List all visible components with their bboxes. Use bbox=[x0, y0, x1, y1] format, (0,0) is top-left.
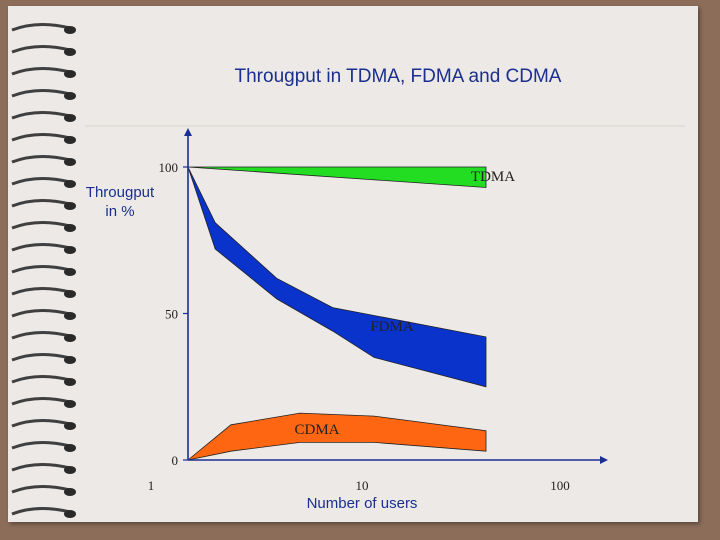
x-tick-label: 10 bbox=[356, 478, 369, 493]
binding-ring bbox=[11, 177, 71, 186]
binding-hole bbox=[64, 312, 76, 320]
binding-ring bbox=[11, 309, 71, 318]
binding-ring bbox=[11, 353, 71, 362]
binding-hole bbox=[64, 48, 76, 56]
binding-ring bbox=[11, 111, 71, 120]
y-axis-arrow-icon bbox=[184, 128, 192, 136]
x-tick-label: 100 bbox=[550, 478, 570, 493]
binding-hole bbox=[64, 268, 76, 276]
series-band-cdma bbox=[187, 412, 487, 461]
series-band-fdma bbox=[187, 166, 487, 388]
binding-hole bbox=[64, 444, 76, 452]
binding-ring bbox=[11, 287, 71, 296]
y-tick-label: 50 bbox=[165, 307, 178, 322]
binding-hole bbox=[64, 422, 76, 430]
binding-ring bbox=[11, 133, 71, 142]
binding-hole bbox=[64, 26, 76, 34]
binding-hole bbox=[64, 70, 76, 78]
binding-ring bbox=[11, 23, 71, 32]
binding-ring bbox=[11, 45, 71, 54]
binding-ring bbox=[11, 243, 71, 252]
binding-hole bbox=[64, 488, 76, 496]
spiral-binding-icon bbox=[11, 23, 76, 518]
binding-ring bbox=[11, 419, 71, 428]
binding-hole bbox=[64, 466, 76, 474]
binding-hole bbox=[64, 180, 76, 188]
binding-ring bbox=[11, 507, 71, 516]
binding-ring bbox=[11, 89, 71, 98]
binding-ring bbox=[11, 397, 71, 406]
y-axis-label: Througput in % bbox=[86, 184, 155, 220]
binding-ring bbox=[11, 155, 71, 164]
binding-ring bbox=[11, 485, 71, 494]
binding-hole bbox=[64, 510, 76, 518]
binding-hole bbox=[64, 246, 76, 254]
binding-hole bbox=[64, 356, 76, 364]
binding-hole bbox=[64, 202, 76, 210]
series-label-tdma: TDMA bbox=[471, 169, 515, 185]
binding-hole bbox=[64, 334, 76, 342]
binding-hole bbox=[64, 92, 76, 100]
binding-hole bbox=[64, 158, 76, 166]
binding-hole bbox=[64, 114, 76, 122]
y-tick-label: 0 bbox=[172, 453, 179, 468]
series-label-cdma: CDMA bbox=[294, 422, 339, 438]
x-axis-arrow-icon bbox=[600, 456, 608, 464]
binding-ring bbox=[11, 331, 71, 340]
binding-ring bbox=[11, 67, 71, 76]
binding-ring bbox=[11, 265, 71, 274]
binding-ring bbox=[11, 199, 71, 208]
x-axis-label: Number of users bbox=[307, 495, 418, 512]
binding-hole bbox=[64, 224, 76, 232]
binding-hole bbox=[64, 290, 76, 298]
x-tick-label: 1 bbox=[148, 478, 155, 493]
binding-hole bbox=[64, 136, 76, 144]
binding-ring bbox=[11, 441, 71, 450]
y-tick-label: 100 bbox=[159, 160, 179, 175]
binding-ring bbox=[11, 463, 71, 472]
binding-hole bbox=[64, 400, 76, 408]
binding-ring bbox=[11, 375, 71, 384]
series-band-tdma bbox=[187, 166, 487, 188]
page-title: Througput in TDMA, FDMA and CDMA bbox=[234, 66, 562, 87]
series-label-fdma: FDMA bbox=[370, 319, 414, 335]
binding-hole bbox=[64, 378, 76, 386]
binding-ring bbox=[11, 221, 71, 230]
